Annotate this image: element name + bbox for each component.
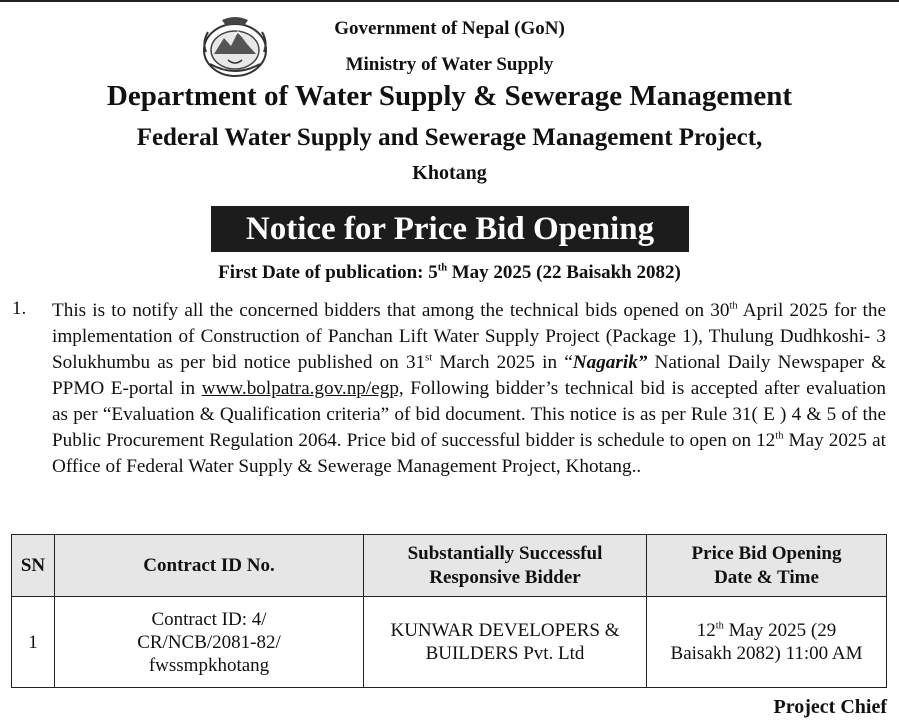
table-row: 1 Contract ID: 4/CR/NCB/2081-82/fwssmpkh… [11,596,887,688]
bid-table: SN Contract ID No. Substantially Success… [11,534,887,688]
cell-contract-id: Contract ID: 4/CR/NCB/2081-82/fwssmpkhot… [54,596,364,688]
cell-bidder: KUNWAR DEVELOPERS & BUILDERS Pvt. Ltd [363,596,647,688]
publication-date: First Date of publication: 5th May 2025 … [218,262,681,283]
cell-sn: 1 [11,596,55,688]
ministry-line: Ministry of Water Supply [345,54,554,75]
cell-opening-date: 12th May 2025 (29 Baisakh 2082) 11:00 AM [646,596,887,688]
header-sn: SN [11,534,55,597]
table-header-row: SN Contract ID No. Substantially Success… [11,534,887,597]
department-line: Department of Water Supply & Sewerage Ma… [106,80,793,112]
location-line: Khotang [412,162,487,184]
paragraph-number: 1. [12,298,27,319]
top-border [0,0,899,2]
project-line: Federal Water Supply and Sewerage Manage… [136,124,763,151]
nepal-emblem-icon [203,17,267,77]
notice-paragraph: This is to notify all the concerned bidd… [52,300,886,477]
signature-title: Project Chief [773,696,887,718]
notice-title: Notice for Price Bid Opening [211,206,689,252]
header-bidder: Substantially Successful Responsive Bidde… [363,534,647,597]
government-line: Government of Nepal (GoN) [334,18,565,39]
header-contract-id: Contract ID No. [54,534,364,597]
header-opening-date: Price Bid Opening Date & Time [646,534,887,597]
bolpatra-link[interactable]: www.bolpatra.gov.np/egp, [201,378,404,399]
newspaper-name: Nagarik” [572,352,648,373]
